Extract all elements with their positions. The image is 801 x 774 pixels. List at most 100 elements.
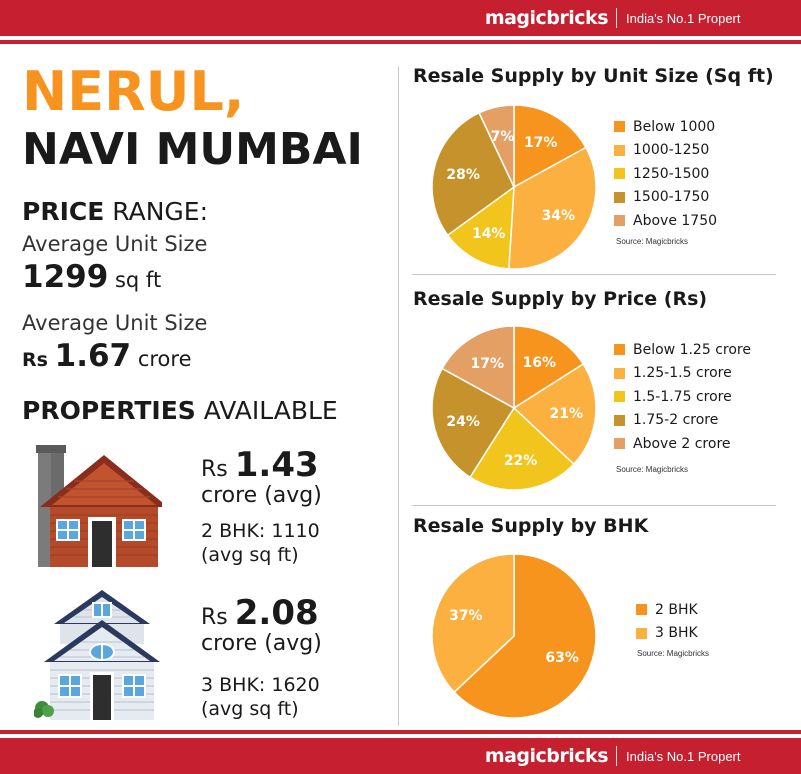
legend-label: 1500-1750 — [633, 189, 710, 206]
pie-slice-1000-1250 — [508, 146, 597, 270]
price-range-heading: PRICE RANGE: — [22, 197, 208, 226]
legend-swatch — [636, 627, 647, 639]
two-storey-house-icon — [34, 590, 160, 720]
properties-heading: PROPERTIES AVAILABLE — [22, 396, 338, 425]
pie-slice-below-1000 — [513, 104, 587, 189]
legend-swatch — [614, 414, 625, 426]
property-2-detail-line-2: (avg sq ft) — [201, 698, 299, 720]
property-1-detail: 2 BHK: 1110 (avg sq ft) — [201, 519, 320, 567]
footer-brand: magicbricks India's No.1 Propert — [485, 738, 801, 774]
avg-price-label: Average Unit Size — [22, 311, 208, 335]
property-2-detail: 3 BHK: 1620 (avg sq ft) — [201, 673, 320, 721]
property-2-price: Rs 2.08 crore (avg) — [201, 596, 322, 657]
legend-label: 1.5-1.75 crore — [633, 388, 732, 405]
footer-brand-logo: magicbricks — [484, 745, 609, 767]
legend-item: 1.75-2 crore — [614, 409, 751, 433]
legend-label: Above 2 crore — [633, 435, 731, 452]
avg-price-prefix: Rs — [22, 349, 48, 371]
pie-slice-label: 21% — [549, 406, 583, 422]
legend-swatch — [614, 215, 625, 227]
avg-price-value: Rs 1.67 crore — [22, 338, 192, 374]
pie-slice-label: 17% — [524, 135, 558, 151]
chart-2-source: Source: Magicbricks — [616, 465, 689, 474]
column-divider — [398, 66, 399, 726]
chart-3-title: Resale Supply by BHK — [413, 515, 649, 537]
chart-1-title: Resale Supply by Unit Size (Sq ft) — [413, 65, 774, 87]
brick-house-icon — [36, 445, 162, 567]
property-2-price-unit: crore (avg) — [201, 631, 322, 656]
legend-label: Below 1000 — [633, 118, 716, 135]
legend-label: 1250-1500 — [633, 165, 710, 182]
bhk-legend: 2 BHK 3 BHK — [636, 598, 698, 645]
footer-brand-separator — [616, 746, 617, 766]
location-line-2: NAVI MUMBAI — [22, 124, 363, 175]
legend-label: 1.75-2 crore — [633, 412, 719, 429]
unit-size-pie-chart: 17% 34% 14% 28% 7% — [431, 104, 597, 270]
pie-slice-label: 22% — [504, 453, 538, 469]
property-2-prefix: Rs — [201, 605, 228, 630]
header-stripe — [0, 40, 801, 44]
chart-3-source: Source: Magicbricks — [637, 649, 710, 658]
chart-2-title: Resale Supply by Price (Rs) — [413, 288, 708, 310]
pie-slice-label: 7% — [491, 129, 515, 145]
legend-item: Below 1000 — [614, 115, 717, 139]
pie-slice-2-bhk — [453, 553, 597, 719]
properties-heading-light: AVAILABLE — [203, 396, 338, 425]
properties-heading-bold: PROPERTIES — [22, 396, 196, 425]
pie-slice-label: 24% — [446, 414, 480, 430]
pie-slice-above-1750 — [478, 104, 515, 188]
unit-size-legend: Below 1000 1000-1250 1250-1500 1500-1750 Abo… — [614, 115, 717, 233]
pie-slice-1250-1500 — [446, 185, 515, 270]
property-1-price: Rs 1.43 crore (avg) — [201, 448, 322, 509]
footer-stripe — [0, 730, 801, 734]
price-range-heading-light: RANGE: — [112, 197, 209, 226]
pie-slice-label: 14% — [472, 226, 506, 242]
pie-slice-label: 28% — [446, 167, 480, 183]
footer-bar: magicbricks India's No.1 Propert — [0, 738, 801, 774]
property-2-detail-line-1: 3 BHK: 1620 — [201, 674, 320, 696]
pie-slice-label: 17% — [471, 356, 505, 372]
legend-item: Above 2 crore — [614, 432, 751, 456]
legend-label: 3 BHK — [655, 625, 698, 642]
legend-item: 1500-1750 — [614, 186, 717, 210]
pie-slice-1-75-2-crore — [431, 367, 516, 479]
property-1-detail-line-2: (avg sq ft) — [201, 544, 299, 566]
brand: magicbricks India's No.1 Propert — [485, 0, 801, 36]
legend-swatch — [614, 391, 625, 403]
pie-slice-below-1-25-crore — [513, 325, 585, 410]
property-1-prefix: Rs — [201, 457, 228, 482]
pie-slice-1-5-1-75-crore — [469, 406, 575, 491]
avg-price-number: 1.67 — [54, 338, 132, 374]
avg-size-value: 1299 sq ft — [22, 259, 161, 295]
avg-size-unit: sq ft — [114, 268, 162, 292]
pie-slice-1-25-1-5-crore — [512, 363, 597, 466]
legend-item: 2 BHK — [636, 598, 698, 622]
legend-swatch — [614, 438, 625, 450]
avg-size-label: Average Unit Size — [22, 232, 208, 256]
legend-item: 1.25-1.5 crore — [614, 362, 751, 386]
legend-item: 1250-1500 — [614, 162, 717, 186]
bhk-pie-chart: 63% 37% — [431, 553, 597, 719]
avg-price-unit: crore — [137, 347, 192, 371]
pie-slice-label: 63% — [545, 650, 579, 666]
location-line-1: NERUL, — [22, 60, 245, 123]
legend-swatch — [614, 121, 625, 133]
legend-label: 2 BHK — [655, 601, 698, 618]
legend-label: Above 1750 — [633, 212, 718, 229]
legend-swatch — [636, 604, 647, 616]
legend-item: 3 BHK — [636, 622, 698, 646]
avg-size-number: 1299 — [22, 259, 109, 295]
property-1-detail-line-1: 2 BHK: 1110 — [201, 520, 320, 542]
legend-swatch — [614, 144, 625, 156]
price-legend: Below 1.25 crore 1.25-1.5 crore 1.5-1.75 c… — [614, 338, 751, 456]
legend-item: 1.5-1.75 crore — [614, 385, 751, 409]
legend-item: Below 1.25 crore — [614, 338, 751, 362]
property-2-price-value: 2.08 — [234, 593, 319, 633]
price-pie-chart: 16% 21% 22% 24% 17% — [431, 325, 597, 491]
pie-slice-3-bhk — [431, 553, 515, 694]
legend-swatch — [614, 168, 625, 180]
pie-slice-label: 37% — [449, 608, 483, 624]
pie-slice-label: 16% — [523, 355, 557, 371]
legend-label: 1000-1250 — [633, 142, 710, 159]
legend-item: Above 1750 — [614, 209, 717, 233]
